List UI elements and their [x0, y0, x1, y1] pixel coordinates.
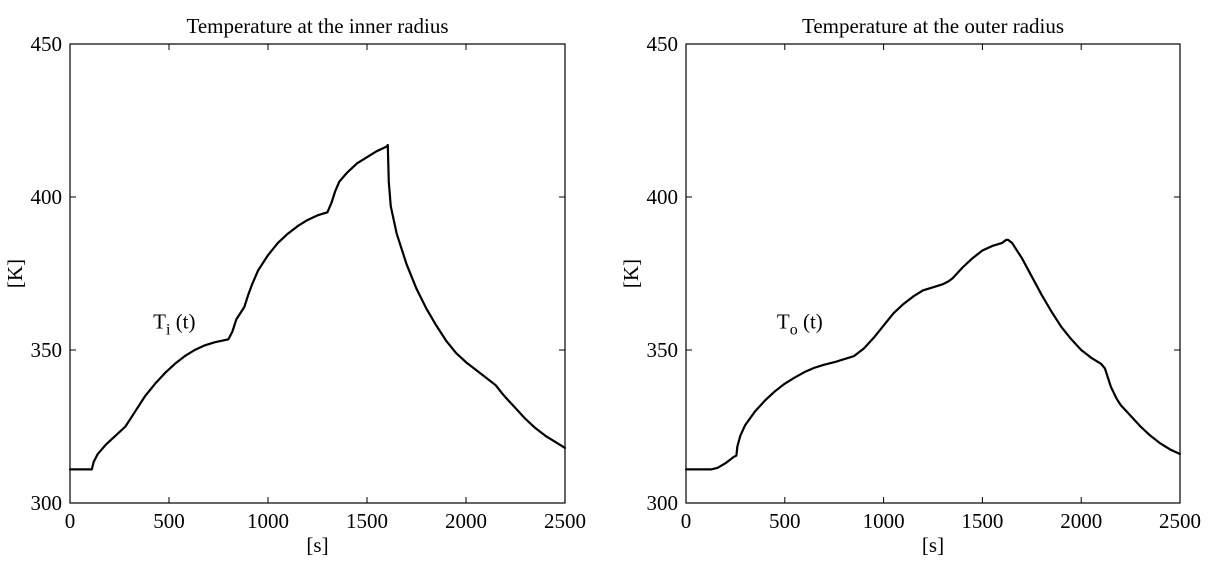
- curve-annotation: Ti (t): [153, 310, 195, 339]
- x-tick-label: 1500: [346, 509, 388, 533]
- plot-frame: [685, 43, 1181, 504]
- x-tick-label: 0: [65, 509, 76, 533]
- chart-panel-outer-radius: Temperature at the outer radius 0 500 1000 1…: [619, 14, 1201, 557]
- x-tick-label: 1500: [961, 509, 1003, 533]
- y-tick-label: 350: [31, 338, 63, 362]
- x-tick-label: 0: [681, 509, 692, 533]
- x-tick-label: 2000: [1060, 509, 1102, 533]
- y-tick-label: 300: [647, 491, 679, 515]
- annotation-suffix: (t): [170, 310, 195, 334]
- x-tick-label: 1000: [247, 509, 289, 533]
- y-tick-label: 400: [31, 185, 63, 209]
- series-line: [68, 143, 567, 471]
- annotation-symbol: T: [153, 310, 166, 334]
- chart-panel-inner-radius: Temperature at the inner radius 0 500 1000 1…: [3, 14, 586, 557]
- chart-title: Temperature at the inner radius: [186, 14, 448, 38]
- x-tick-label: 2500: [1159, 509, 1201, 533]
- y-tick-label: 400: [647, 185, 679, 209]
- y-tick-label: 350: [647, 338, 679, 362]
- annotation-suffix: (t): [798, 310, 823, 334]
- annotation-subscript: o: [790, 322, 798, 339]
- y-tick-label: 450: [647, 32, 679, 56]
- x-axis-label: [s]: [306, 533, 328, 557]
- series-line: [684, 238, 1182, 471]
- y-tick-label: 450: [31, 32, 63, 56]
- y-tick-label: 300: [31, 491, 63, 515]
- x-tick-label: 500: [769, 509, 801, 533]
- x-axis-label: [s]: [922, 533, 944, 557]
- x-tick-label: 500: [153, 509, 185, 533]
- x-tick-label: 2500: [544, 509, 586, 533]
- plot-frame: [69, 43, 566, 504]
- x-tick-label: 1000: [863, 509, 905, 533]
- x-tick-label: 2000: [445, 509, 487, 533]
- curve-annotation: To (t): [777, 310, 823, 339]
- annotation-symbol: T: [777, 310, 790, 334]
- y-axis-label: [K]: [3, 259, 27, 288]
- y-axis-label: [K]: [619, 259, 643, 288]
- chart-title: Temperature at the outer radius: [802, 14, 1064, 38]
- annotation-subscript: i: [166, 322, 171, 339]
